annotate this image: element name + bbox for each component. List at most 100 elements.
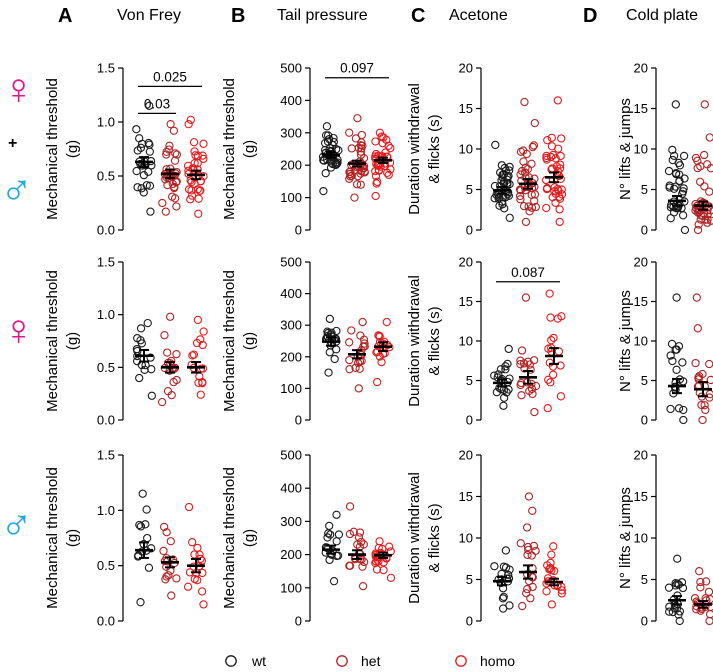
data-point-homo — [384, 170, 393, 180]
data-point-homo — [199, 327, 208, 336]
data-point-het — [358, 581, 368, 591]
data-point-wt — [500, 163, 509, 173]
data-point-wt — [147, 391, 157, 400]
data-point-het — [358, 562, 367, 571]
y-tick-label: 0 — [641, 223, 648, 238]
data-point-het — [516, 539, 525, 548]
data-point-wt — [501, 546, 511, 555]
data-point-het — [358, 317, 367, 327]
data-point-het — [703, 215, 712, 224]
data-point-het — [522, 589, 531, 598]
data-point-homo — [190, 179, 199, 189]
y-tick-label: 0 — [466, 614, 473, 629]
data-point-het — [695, 177, 705, 187]
data-point-wt — [319, 186, 328, 196]
data-point-het — [695, 567, 704, 576]
y-tick-label: 1.5 — [97, 448, 115, 463]
data-point-homo — [543, 561, 552, 570]
data-point-wt — [490, 562, 499, 571]
data-point-het — [526, 594, 535, 603]
data-point-het — [523, 542, 533, 552]
data-point-wt — [679, 184, 688, 193]
data-point-het — [705, 610, 713, 619]
y-tick-label: 200 — [280, 547, 302, 562]
data-point-het — [706, 164, 713, 173]
data-point-wt — [496, 365, 506, 374]
data-point-het — [166, 120, 175, 129]
data-point-wt — [490, 371, 499, 380]
data-point-homo — [549, 333, 558, 343]
panel-letter-b: B — [231, 5, 245, 27]
y-axis-title: & flicks (s) — [426, 114, 443, 183]
data-point-wt — [675, 616, 684, 626]
data-point-homo — [199, 172, 208, 181]
data-point-het — [706, 216, 713, 225]
data-point-het — [172, 574, 181, 583]
data-point-wt — [323, 137, 333, 146]
y-tick-label: 10 — [634, 142, 648, 157]
data-point-het — [345, 365, 354, 374]
data-point-homo — [186, 195, 195, 204]
y-axis-title: Mechanical threshold — [221, 467, 238, 609]
y-tick-label: 15 — [459, 294, 473, 309]
y-tick-label: 5 — [641, 182, 648, 197]
data-point-homo — [198, 151, 207, 160]
data-point-wt — [675, 176, 684, 185]
y-axis-title: (g) — [64, 332, 81, 350]
data-point-het — [159, 546, 168, 556]
data-point-het — [700, 182, 709, 191]
y-tick-label: 500 — [280, 255, 302, 270]
data-point-het — [696, 583, 705, 592]
data-point-wt — [133, 183, 142, 192]
data-point-homo — [373, 377, 382, 387]
y-tick-label: 500 — [280, 61, 302, 76]
data-point-wt — [135, 520, 144, 530]
y-tick-label: 5 — [641, 572, 648, 587]
data-point-homo — [555, 164, 565, 173]
data-point-het — [164, 145, 173, 154]
y-axis-title: Mechanical threshold — [44, 467, 61, 609]
data-point-wt — [137, 184, 146, 193]
data-point-wt — [497, 197, 507, 206]
data-point-homo — [198, 340, 207, 350]
significance-label: 0.097 — [340, 61, 374, 76]
data-point-het — [162, 150, 171, 159]
data-point-wt — [674, 404, 684, 413]
data-point-homo — [374, 331, 383, 340]
data-point-het — [352, 180, 362, 189]
data-point-wt — [504, 344, 513, 354]
data-point-wt — [674, 580, 683, 589]
y-tick-label: 400 — [280, 286, 302, 301]
data-point-het — [528, 389, 537, 399]
data-point-homo — [386, 573, 396, 582]
data-point-homo — [194, 378, 203, 387]
chart-D3: 0 5 10 15 20 N° lifts & jumps — [617, 448, 713, 629]
data-point-wt — [673, 554, 682, 563]
y-tick-label: 20 — [634, 255, 648, 270]
data-point-het — [360, 339, 369, 348]
data-point-het — [163, 180, 172, 190]
y-tick-label: 1.0 — [97, 307, 115, 322]
data-point-homo — [188, 164, 197, 173]
data-point-het — [530, 407, 539, 417]
data-point-het — [345, 561, 355, 570]
y-tick-label: 0.0 — [97, 614, 115, 629]
data-point-het — [525, 207, 534, 216]
data-point-homo — [546, 378, 555, 387]
chart-B3: 0 100 200 300 400 500 Mechanical threshold (g) — [221, 448, 396, 629]
data-point-homo — [547, 566, 556, 575]
data-point-het — [519, 359, 529, 368]
data-point-het — [345, 338, 354, 347]
data-point-het — [356, 180, 365, 189]
data-point-homo — [542, 203, 551, 213]
y-tick-label: 200 — [280, 349, 302, 364]
y-axis-title: (g) — [241, 529, 258, 547]
data-point-homo — [553, 96, 562, 105]
female-symbol-row1: ♀ — [2, 65, 35, 114]
y-tick-label: 1.5 — [97, 61, 115, 76]
y-tick-label: 15 — [459, 489, 473, 504]
data-point-wt — [332, 537, 341, 546]
y-tick-label: 1.0 — [97, 115, 115, 130]
